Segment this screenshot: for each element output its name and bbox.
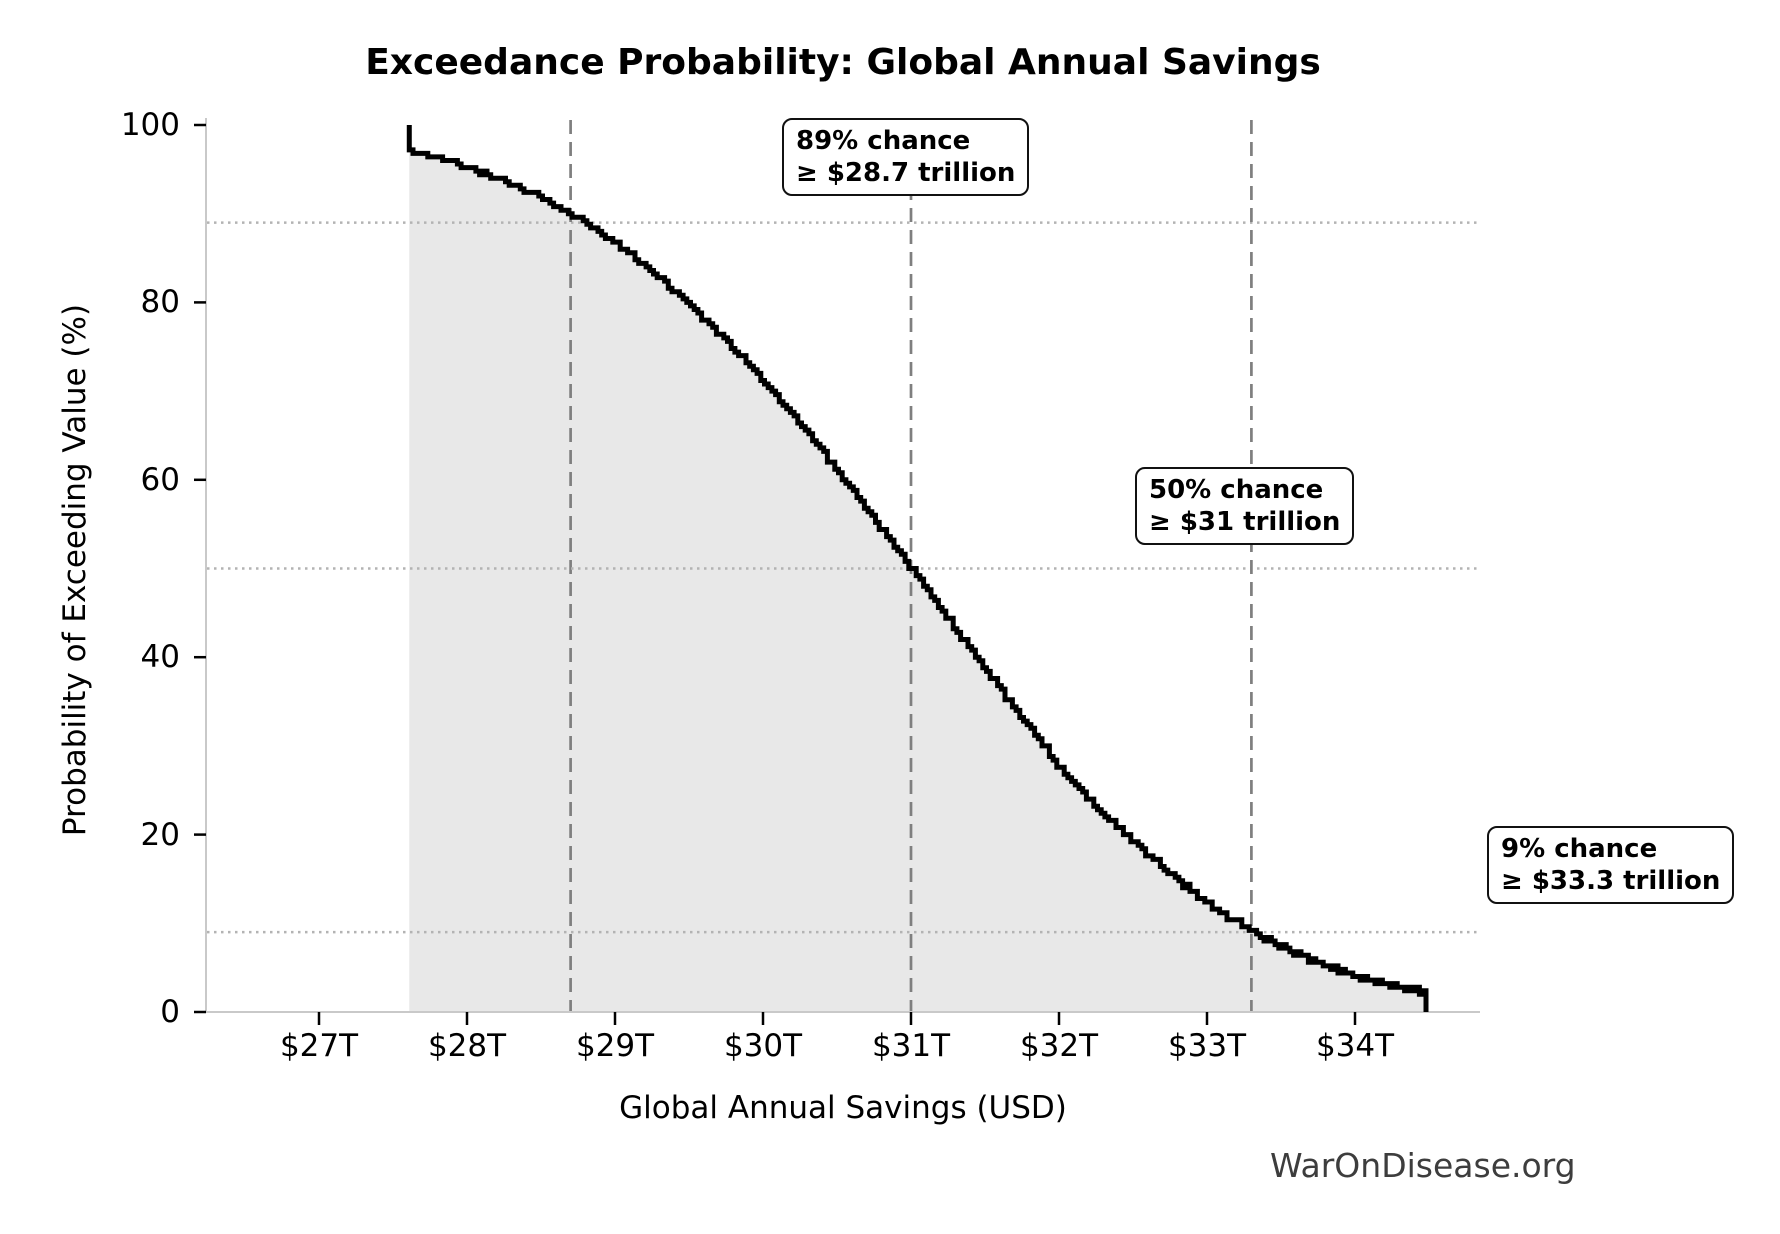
- x-tick-label: $31T: [871, 1028, 951, 1064]
- y-tick-label: 0: [160, 994, 180, 1030]
- watermark-text: WarOnDisease.org: [1270, 1146, 1576, 1185]
- y-axis-label: Probability of Exceeding Value (%): [57, 303, 93, 837]
- annotation-line: ≥ $28.7 trillion: [796, 158, 1016, 189]
- exceedance-curve: [406, 125, 1429, 1012]
- y-tick-label: 100: [120, 107, 180, 143]
- x-tick-label: $29T: [575, 1028, 655, 1064]
- annotation-89-percent: 89% chance ≥ $28.7 trillion: [782, 118, 1030, 197]
- annotation-line: 89% chance: [796, 126, 971, 156]
- y-tick-label: 40: [140, 639, 180, 676]
- annotation-line: ≥ $33.3 trillion: [1501, 866, 1721, 897]
- annotation-line: 9% chance: [1501, 834, 1658, 864]
- y-tick-label: 20: [140, 816, 180, 853]
- chart-title: Exceedance Probability: Global Annual Sa…: [365, 42, 1321, 83]
- annotation-line: ≥ $31 trillion: [1149, 507, 1341, 538]
- annotation-line: 50% chance: [1149, 475, 1324, 505]
- x-tick-label: $34T: [1315, 1028, 1395, 1064]
- annotation-9-percent: 9% chance ≥ $33.3 trillion: [1487, 826, 1735, 905]
- x-tick-label: $30T: [723, 1028, 803, 1064]
- y-tick-label: 60: [140, 461, 180, 498]
- x-axis-label: Global Annual Savings (USD): [619, 1090, 1067, 1126]
- annotation-50-percent: 50% chance ≥ $31 trillion: [1135, 467, 1355, 546]
- y-tick-label: 80: [140, 284, 180, 321]
- x-tick-label: $28T: [427, 1028, 507, 1064]
- x-tick-label: $27T: [279, 1028, 359, 1064]
- x-tick-label: $32T: [1019, 1028, 1099, 1064]
- x-tick-label: $33T: [1167, 1028, 1247, 1064]
